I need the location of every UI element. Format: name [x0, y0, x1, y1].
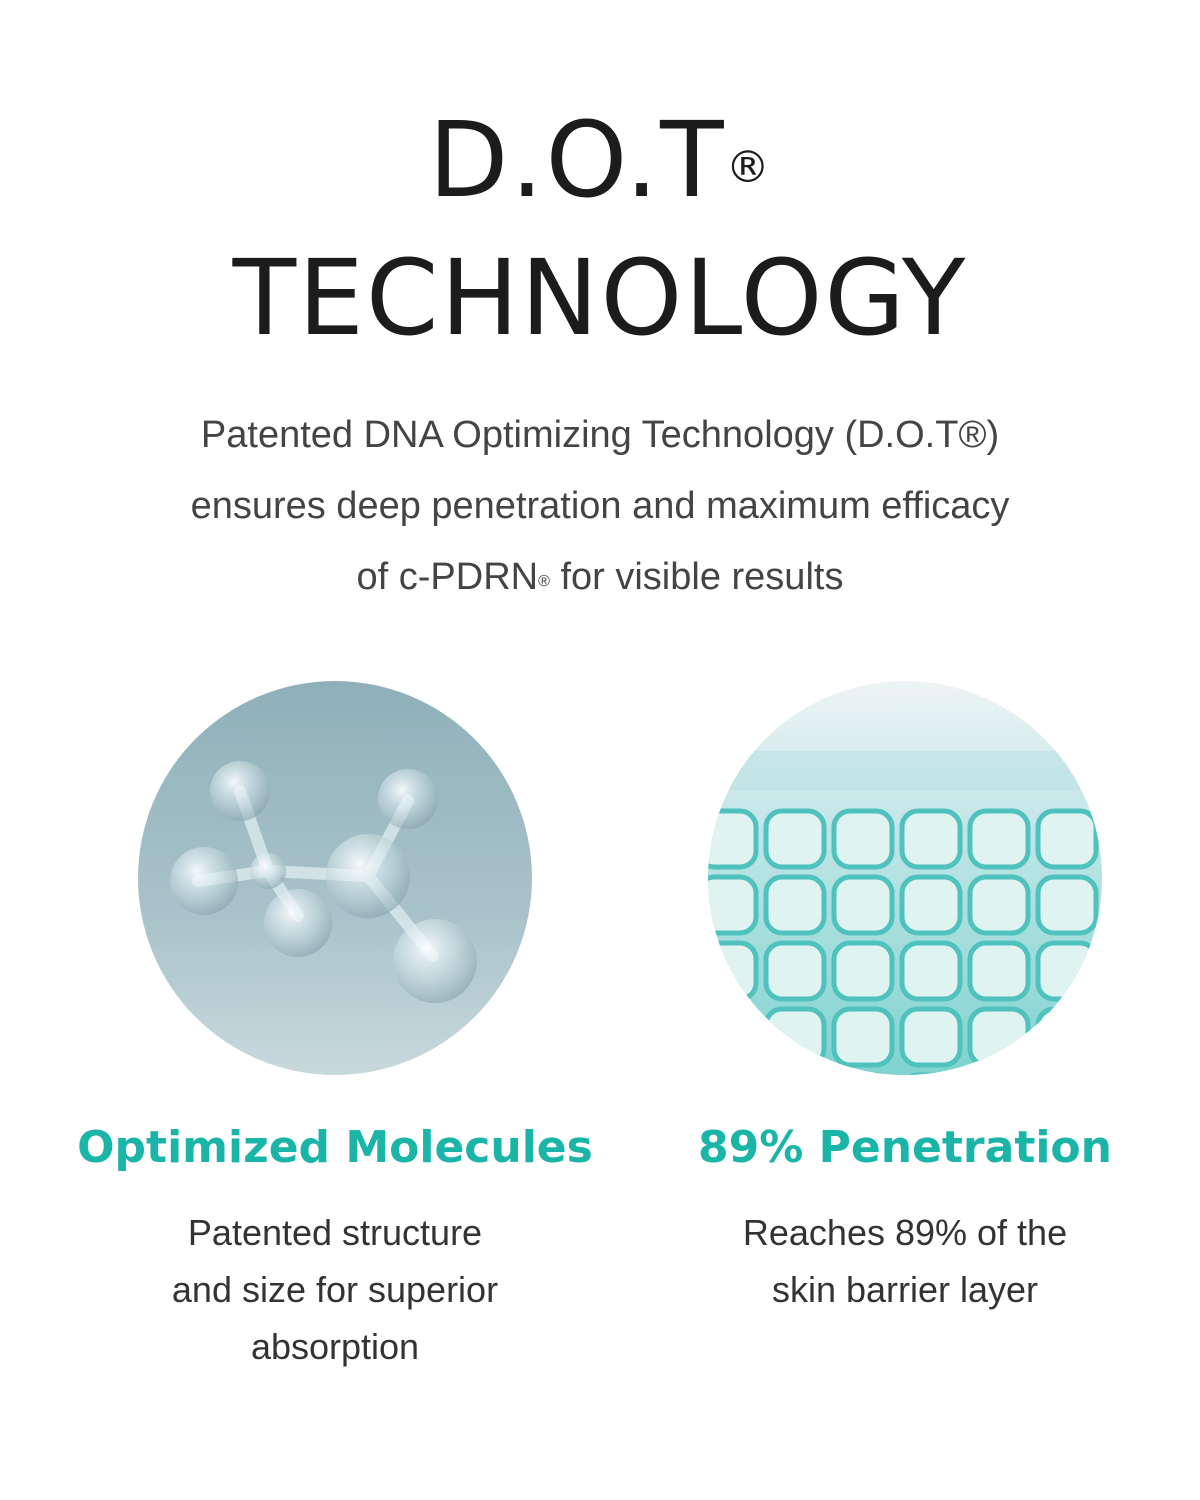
title-line-1: D.O.T®	[0, 100, 1200, 220]
description-line: and size for superior	[171, 1269, 499, 1310]
registered-mark: ®	[538, 573, 550, 590]
cell	[708, 874, 759, 936]
cell	[763, 940, 827, 1002]
feature-description: Patented structure and size for superior…	[35, 1204, 635, 1375]
intro-line: Patented DNA Optimizing Technology (D.O.…	[200, 414, 1000, 456]
cell	[1035, 874, 1099, 936]
title-text: D.O.T	[428, 99, 726, 221]
cell	[831, 874, 895, 936]
cell	[967, 808, 1031, 870]
cell	[831, 940, 895, 1002]
title-line-2: TECHNOLOGY	[232, 237, 968, 359]
molecule-spheres	[170, 761, 477, 1003]
cell	[708, 1006, 759, 1068]
intro-text: of c-PDRN	[356, 556, 539, 598]
intro-paragraph: Patented DNA Optimizing Technology (D.O.…	[0, 400, 1200, 613]
cell	[708, 808, 759, 870]
cell	[899, 1006, 963, 1068]
cell	[831, 808, 895, 870]
cell	[708, 940, 759, 1002]
registered-mark: ®	[725, 142, 772, 193]
cell	[967, 940, 1031, 1002]
cell	[831, 1006, 895, 1068]
description-line: skin barrier layer	[771, 1269, 1039, 1310]
description-line: Reaches 89% of the	[742, 1212, 1068, 1253]
description-line: absorption	[250, 1326, 420, 1367]
feature-penetration: 89% Penetration Reaches 89% of the skin …	[605, 1118, 1200, 1318]
feature-optimized-molecules: Optimized Molecules Patented structure a…	[35, 1118, 635, 1375]
cell	[967, 874, 1031, 936]
cell	[1035, 1006, 1099, 1068]
intro-line: ensures deep penetration and maximum eff…	[190, 485, 1010, 527]
cell	[899, 874, 963, 936]
cell	[763, 874, 827, 936]
intro-line: of c-PDRN® for visible results	[0, 542, 1200, 613]
feature-description: Reaches 89% of the skin barrier layer	[605, 1204, 1200, 1318]
feature-title: Optimized Molecules	[77, 1122, 593, 1173]
cell	[1035, 808, 1099, 870]
molecule-image	[138, 681, 532, 1075]
intro-text: for visible results	[549, 556, 844, 598]
cell	[763, 808, 827, 870]
cell	[967, 1006, 1031, 1068]
cell	[899, 940, 963, 1002]
feature-title: 89% Penetration	[698, 1122, 1112, 1173]
cell	[763, 1006, 827, 1068]
cell-grid-image	[708, 681, 1102, 1075]
description-line: Patented structure	[187, 1212, 483, 1253]
cell	[899, 808, 963, 870]
cell	[1035, 940, 1099, 1002]
